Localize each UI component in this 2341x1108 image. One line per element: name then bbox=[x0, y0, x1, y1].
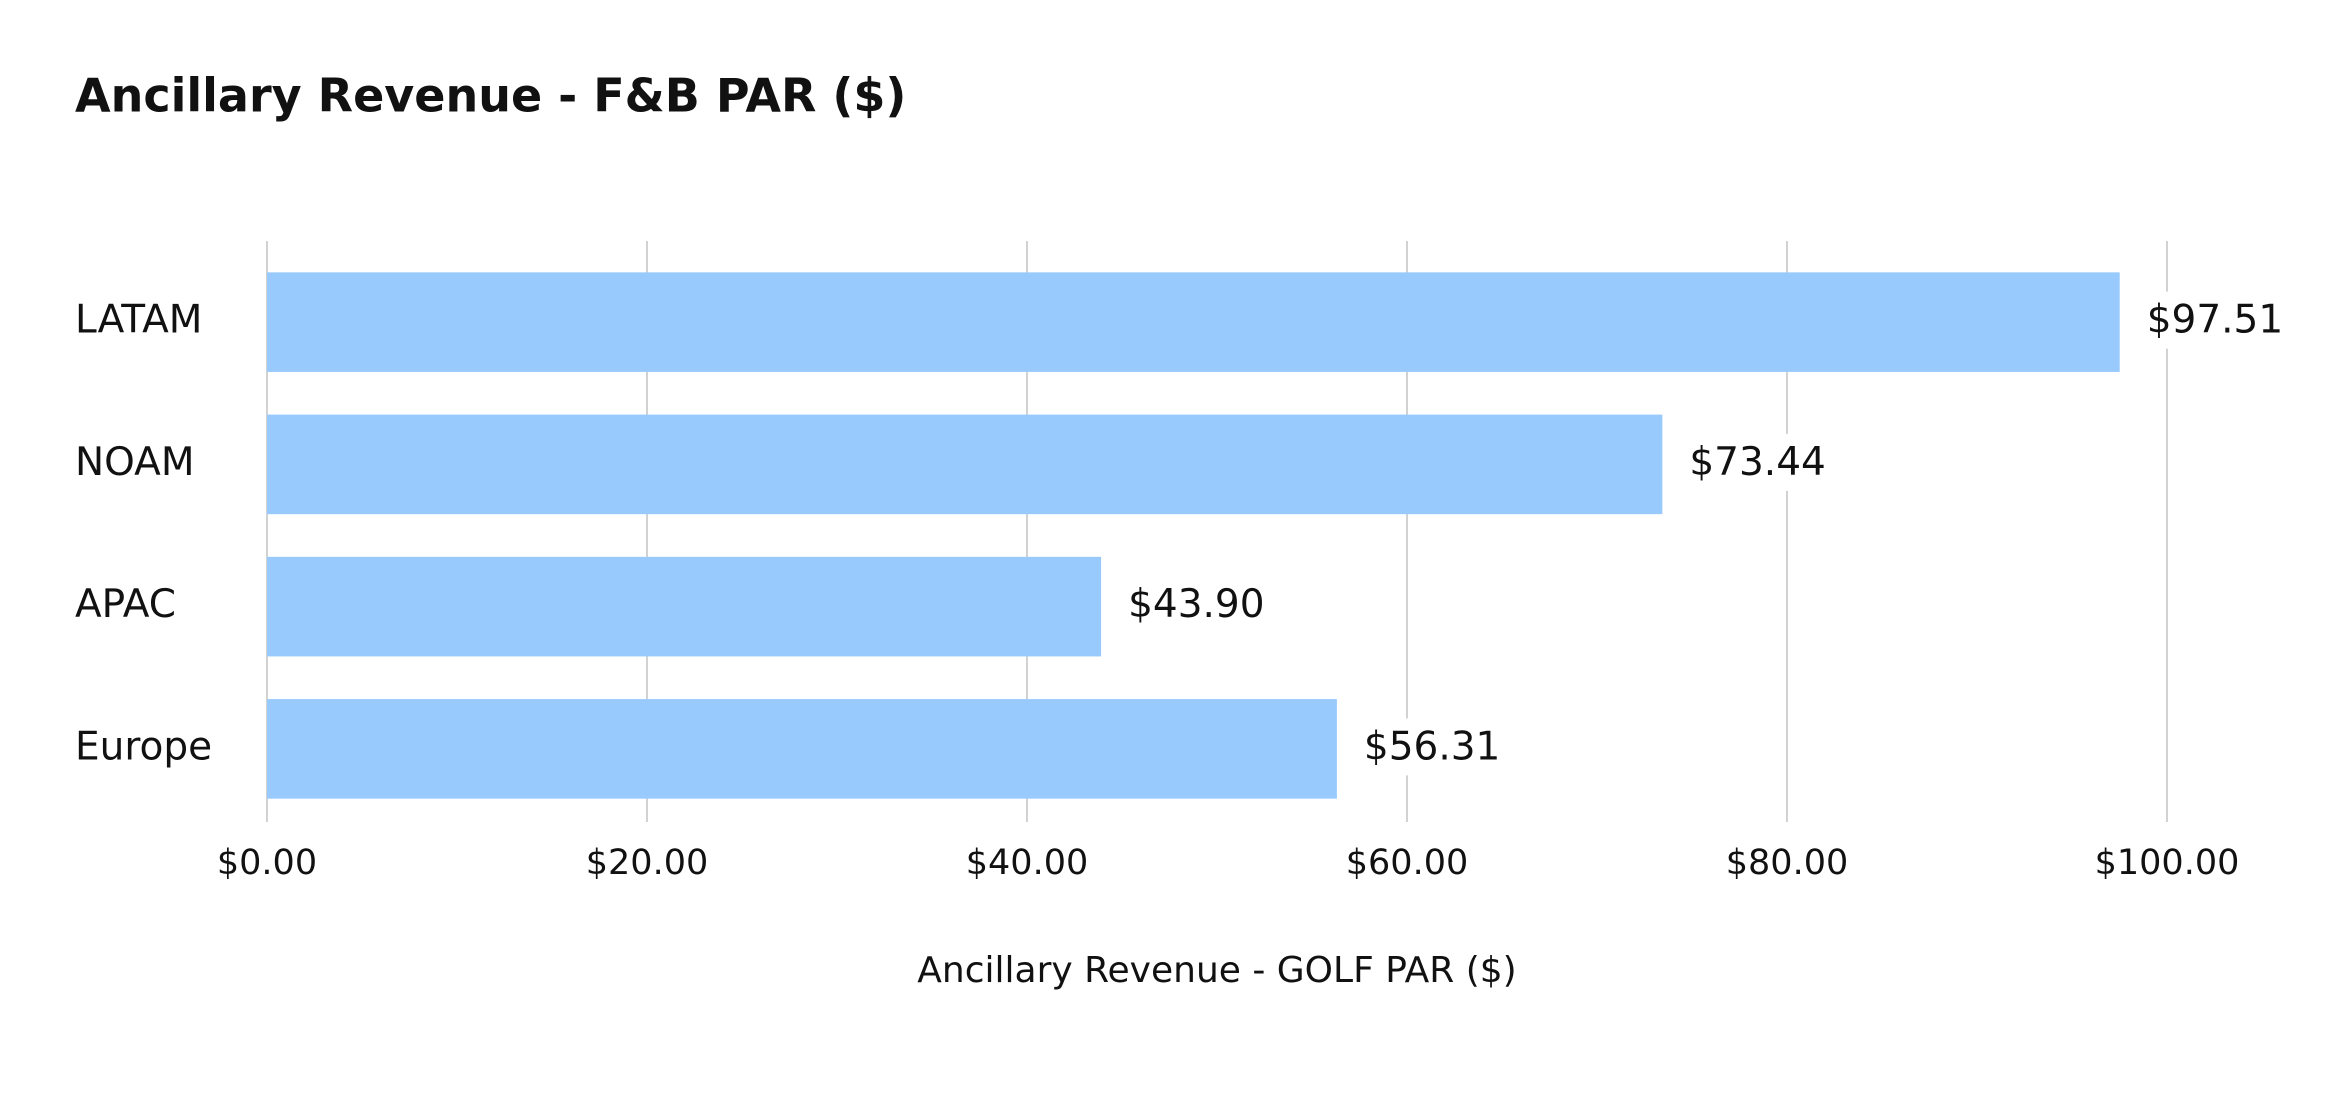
x-tick-label: $0.00 bbox=[217, 843, 317, 883]
bars bbox=[267, 272, 2120, 799]
x-tick-label: $40.00 bbox=[966, 843, 1088, 883]
value-label-background bbox=[1353, 718, 1511, 776]
value-label: $97.51 bbox=[2147, 298, 2283, 343]
x-tick-label: $100.00 bbox=[2095, 843, 2240, 883]
x-tick-label: $80.00 bbox=[1726, 843, 1848, 883]
category-label: LATAM bbox=[75, 298, 202, 343]
bar bbox=[267, 414, 1663, 515]
category-label: NOAM bbox=[75, 440, 195, 485]
x-tick-label: $60.00 bbox=[1346, 843, 1468, 883]
value-label: $56.31 bbox=[1364, 724, 1500, 769]
value-label-background bbox=[2136, 291, 2294, 349]
chart-title: Ancillary Revenue - F&B PAR ($) bbox=[75, 69, 906, 123]
x-tick-label: $20.00 bbox=[586, 843, 708, 883]
value-label: $73.44 bbox=[1689, 440, 1825, 485]
value-label: $43.90 bbox=[1128, 582, 1264, 627]
x-axis-title: Ancillary Revenue - GOLF PAR ($) bbox=[917, 950, 1516, 991]
category-label: Europe bbox=[75, 724, 212, 769]
labels: $0.00 $20.00 $40.00 $60.00 $80.00 $100.00 LATA… bbox=[75, 291, 2294, 883]
value-label-background bbox=[1118, 576, 1275, 634]
bar bbox=[267, 699, 1337, 799]
value-label-background bbox=[1679, 433, 1836, 491]
bar bbox=[267, 272, 2120, 372]
category-label: APAC bbox=[75, 582, 176, 627]
bar bbox=[267, 556, 1102, 657]
